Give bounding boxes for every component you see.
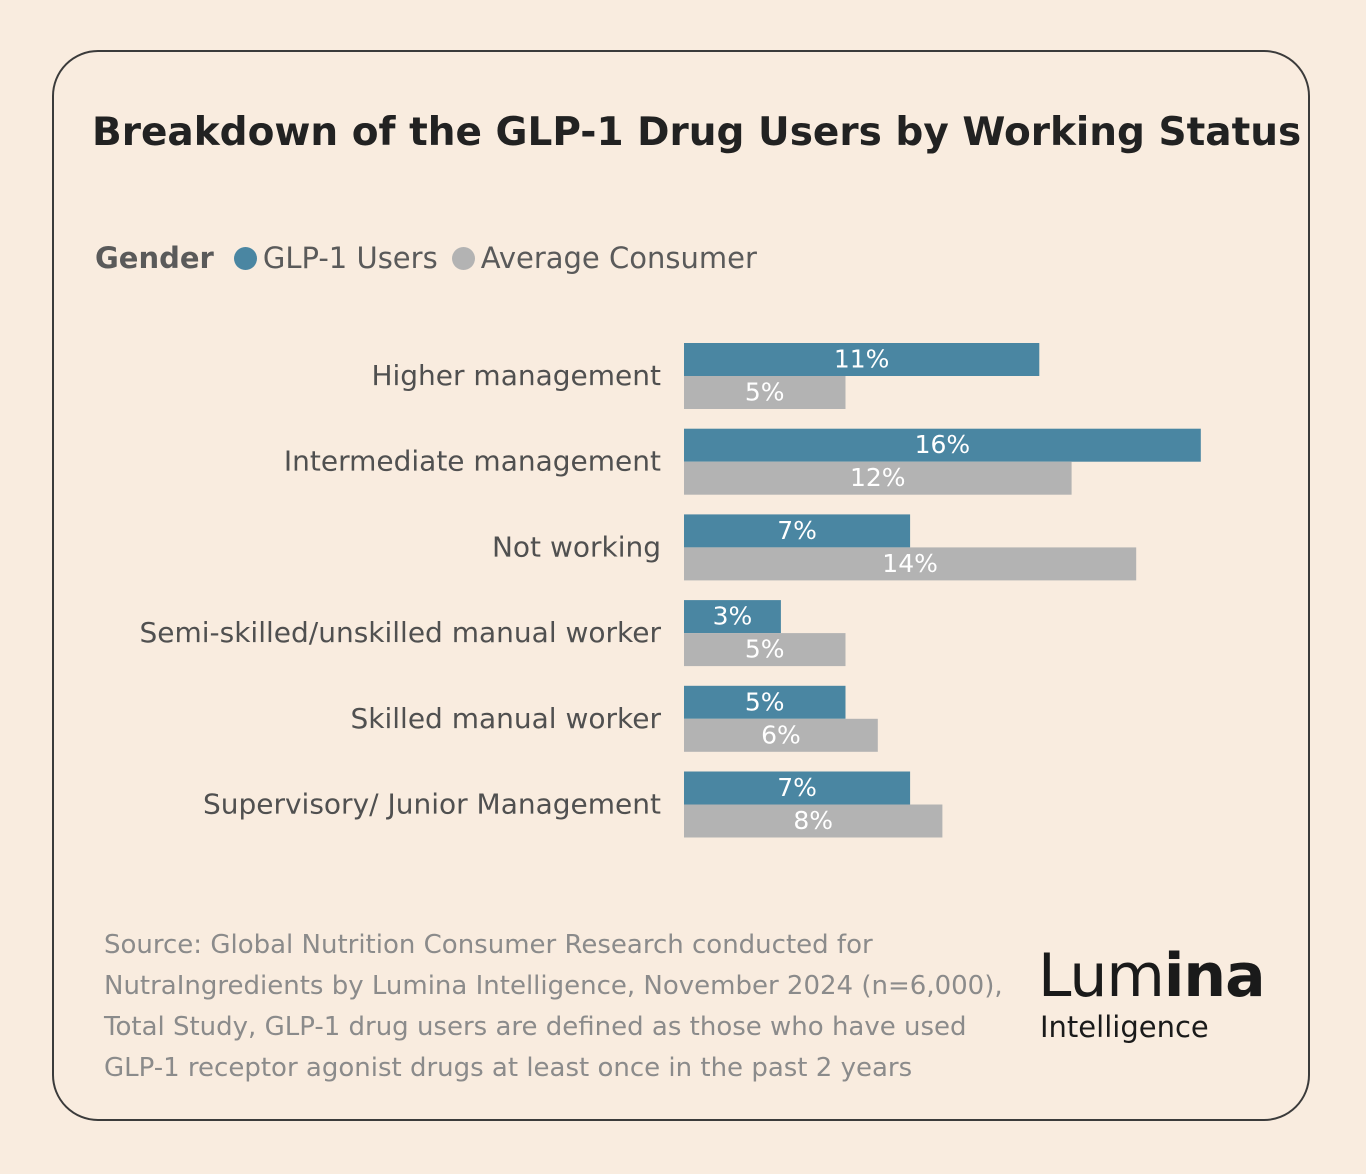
source-line: Total Study, GLP-1 drug users are define… — [104, 1012, 967, 1042]
lumina-logo: Lumina Intelligence — [1038, 941, 1266, 1044]
bar-glp1-users-semi-skilled-unskilled-manual-worker — [684, 600, 781, 634]
category-label-intermediate-management: Intermediate management — [284, 445, 661, 478]
bar-average-consumer-skilled-manual-worker — [684, 718, 878, 752]
bar-average-consumer-intermediate-management — [684, 461, 1072, 495]
bar-glp1-users-not-working — [684, 514, 911, 548]
bar-glp1-users-skilled-manual-worker — [684, 685, 846, 719]
bar-average-consumer-semi-skilled-unskilled-manual-worker — [684, 633, 846, 667]
bar-glp1-users-intermediate-management — [684, 428, 1201, 462]
bar-value-label: 3% — [713, 602, 753, 631]
legend: Gender GLP-1 Users Average Consumer — [95, 238, 771, 278]
legend-label-glp1-users: GLP-1 Users — [262, 241, 438, 275]
logo-wordmark-bold: ina — [1163, 941, 1266, 1011]
bar-average-consumer-higher-management — [684, 376, 846, 409]
bar-value-label: 16% — [915, 430, 971, 459]
logo-subtitle: Intelligence — [1040, 1010, 1209, 1044]
bar-value-label: 5% — [745, 635, 785, 664]
category-label-skilled-manual-worker: Skilled manual worker — [351, 702, 662, 735]
logo-wordmark-light: Lum — [1038, 941, 1165, 1011]
bar-chart: Higher management 11% 5% Intermediate manag… — [139, 343, 1201, 838]
bar-glp1-users-higher-management — [684, 343, 1040, 376]
legend-dot-glp1-users — [233, 246, 257, 270]
legend-title: Gender — [95, 241, 214, 275]
chart-title: Breakdown of the GLP-1 Drug Users by Wor… — [92, 110, 1302, 155]
category-label-supervisory-junior-management: Supervisory/ Junior Management — [203, 788, 661, 821]
source-line: GLP-1 receptor agonist drugs at least on… — [104, 1053, 913, 1083]
legend-dot-average-consumer — [451, 246, 475, 270]
logo-wordmark: Lumina — [1038, 941, 1266, 1011]
bar-value-label: 12% — [850, 463, 906, 492]
bar-value-label: 7% — [777, 516, 817, 545]
bar-glp1-users-supervisory-junior-management — [684, 771, 911, 805]
legend-label-average-consumer: Average Consumer — [480, 241, 757, 275]
category-label-higher-management: Higher management — [371, 359, 661, 392]
source-line: Source: Global Nutrition Consumer Resear… — [104, 930, 873, 960]
bar-average-consumer-not-working — [684, 547, 1137, 581]
source-line: NutraIngredients by Lumina Intelligence,… — [104, 971, 1003, 1001]
bar-value-label: 5% — [745, 687, 785, 716]
bar-value-label: 14% — [882, 549, 938, 578]
bar-value-label: 7% — [777, 773, 817, 802]
category-label-not-working: Not working — [492, 530, 661, 563]
bar-value-label: 6% — [761, 720, 801, 749]
bar-value-label: 5% — [745, 378, 785, 407]
source-note: Source: Global Nutrition Consumer Resear… — [104, 925, 1004, 1089]
bar-value-label: 11% — [834, 345, 890, 374]
bar-average-consumer-supervisory-junior-management — [684, 804, 943, 838]
category-label-semi-skilled-unskilled-manual-worker: Semi-skilled/unskilled manual worker — [139, 616, 661, 649]
bar-value-label: 8% — [793, 806, 833, 835]
chart-card — [52, 50, 1310, 1121]
